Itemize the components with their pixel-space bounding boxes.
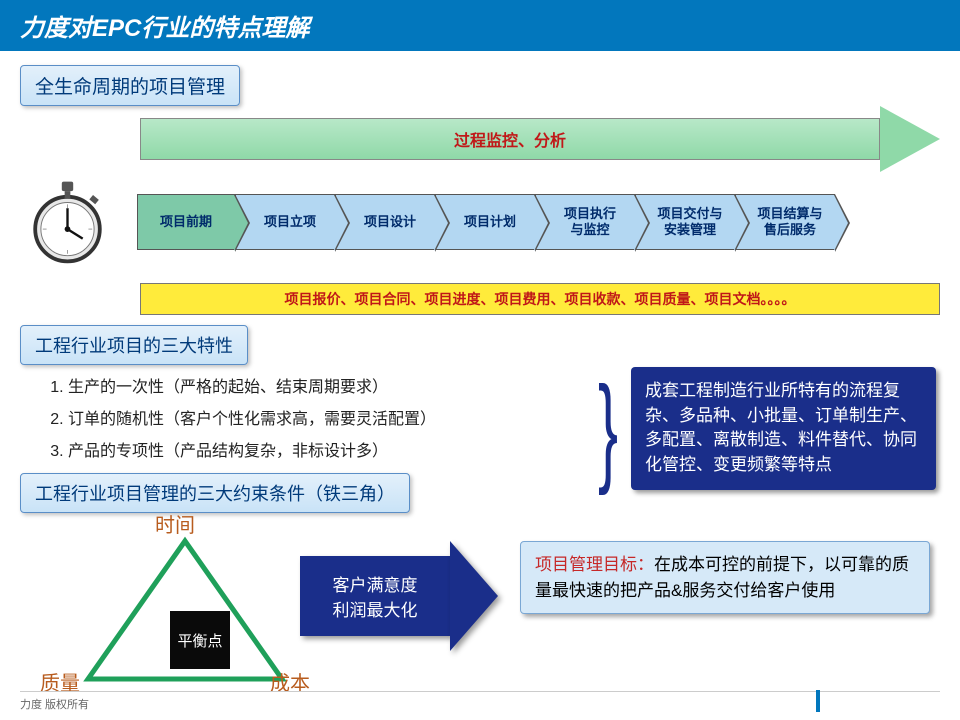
- banner-lifecycle: 全生命周期的项目管理: [20, 65, 240, 106]
- monitor-label: 过程监控、分析: [140, 118, 880, 160]
- stage-row: 项目前期项目立项项目设计项目计划项目执行 与监控项目交付与 安装管理项目结算与 …: [20, 174, 940, 269]
- yellow-strip: 项目报价、项目合同、项目进度、项目费用、项目收款、项目质量、项目文档。。。。: [140, 283, 940, 315]
- banner-iron-triangle: 工程行业项目管理的三大约束条件（铁三角）: [20, 473, 410, 513]
- stage-chevron: 项目结算与 售后服务: [735, 194, 835, 250]
- banner-characteristics: 工程行业项目的三大特性: [20, 325, 248, 365]
- stage-chevrons: 项目前期项目立项项目设计项目计划项目执行 与监控项目交付与 安装管理项目结算与 …: [137, 194, 835, 250]
- goal-arrow: 客户满意度 利润最大化: [300, 541, 500, 651]
- stage-chevron: 项目设计: [335, 194, 435, 250]
- triangle-section: 时间 质量 成本 平衡点 客户满意度 利润最大化 项目管理目标：在成本可控的前提…: [20, 519, 940, 699]
- stage-chevron: 项目计划: [435, 194, 535, 250]
- monitor-arrow-head: [880, 106, 940, 172]
- stage-chevron: 项目执行 与监控: [535, 194, 635, 250]
- goal-arrow-body: 客户满意度 利润最大化: [300, 556, 450, 636]
- balance-point-box: 平衡点: [170, 611, 230, 669]
- monitor-arrow: 过程监控、分析: [140, 118, 940, 160]
- footer-copyright: 力度 版权所有: [20, 691, 940, 712]
- goal-arrow-head: [450, 541, 498, 651]
- arrow-line2: 利润最大化: [333, 596, 418, 621]
- footer-accent: [816, 690, 820, 712]
- stage-chevron: 项目前期: [137, 194, 235, 250]
- stopwatch-icon: [20, 174, 115, 269]
- goal-prefix: 项目管理目标：: [535, 555, 654, 574]
- industry-features-box: 成套工程制造行业所特有的流程复杂、多品种、小批量、订单制生产、多配置、离散制造、…: [631, 367, 936, 490]
- triangle-top-label: 时间: [155, 509, 195, 538]
- goal-box: 项目管理目标：在成本可控的前提下，以可靠的质量最快速的把产品&服务交付给客户使用: [520, 541, 930, 614]
- slide-title: 力度对EPC行业的特点理解: [0, 0, 960, 51]
- stage-chevron: 项目交付与 安装管理: [635, 194, 735, 250]
- brace-icon: }: [598, 369, 618, 489]
- stage-chevron: 项目立项: [235, 194, 335, 250]
- slide-body: 全生命周期的项目管理 过程监控、分析 项目前期项目立项项目设计项目计划项目执行 …: [0, 51, 960, 699]
- arrow-line1: 客户满意度: [333, 571, 418, 596]
